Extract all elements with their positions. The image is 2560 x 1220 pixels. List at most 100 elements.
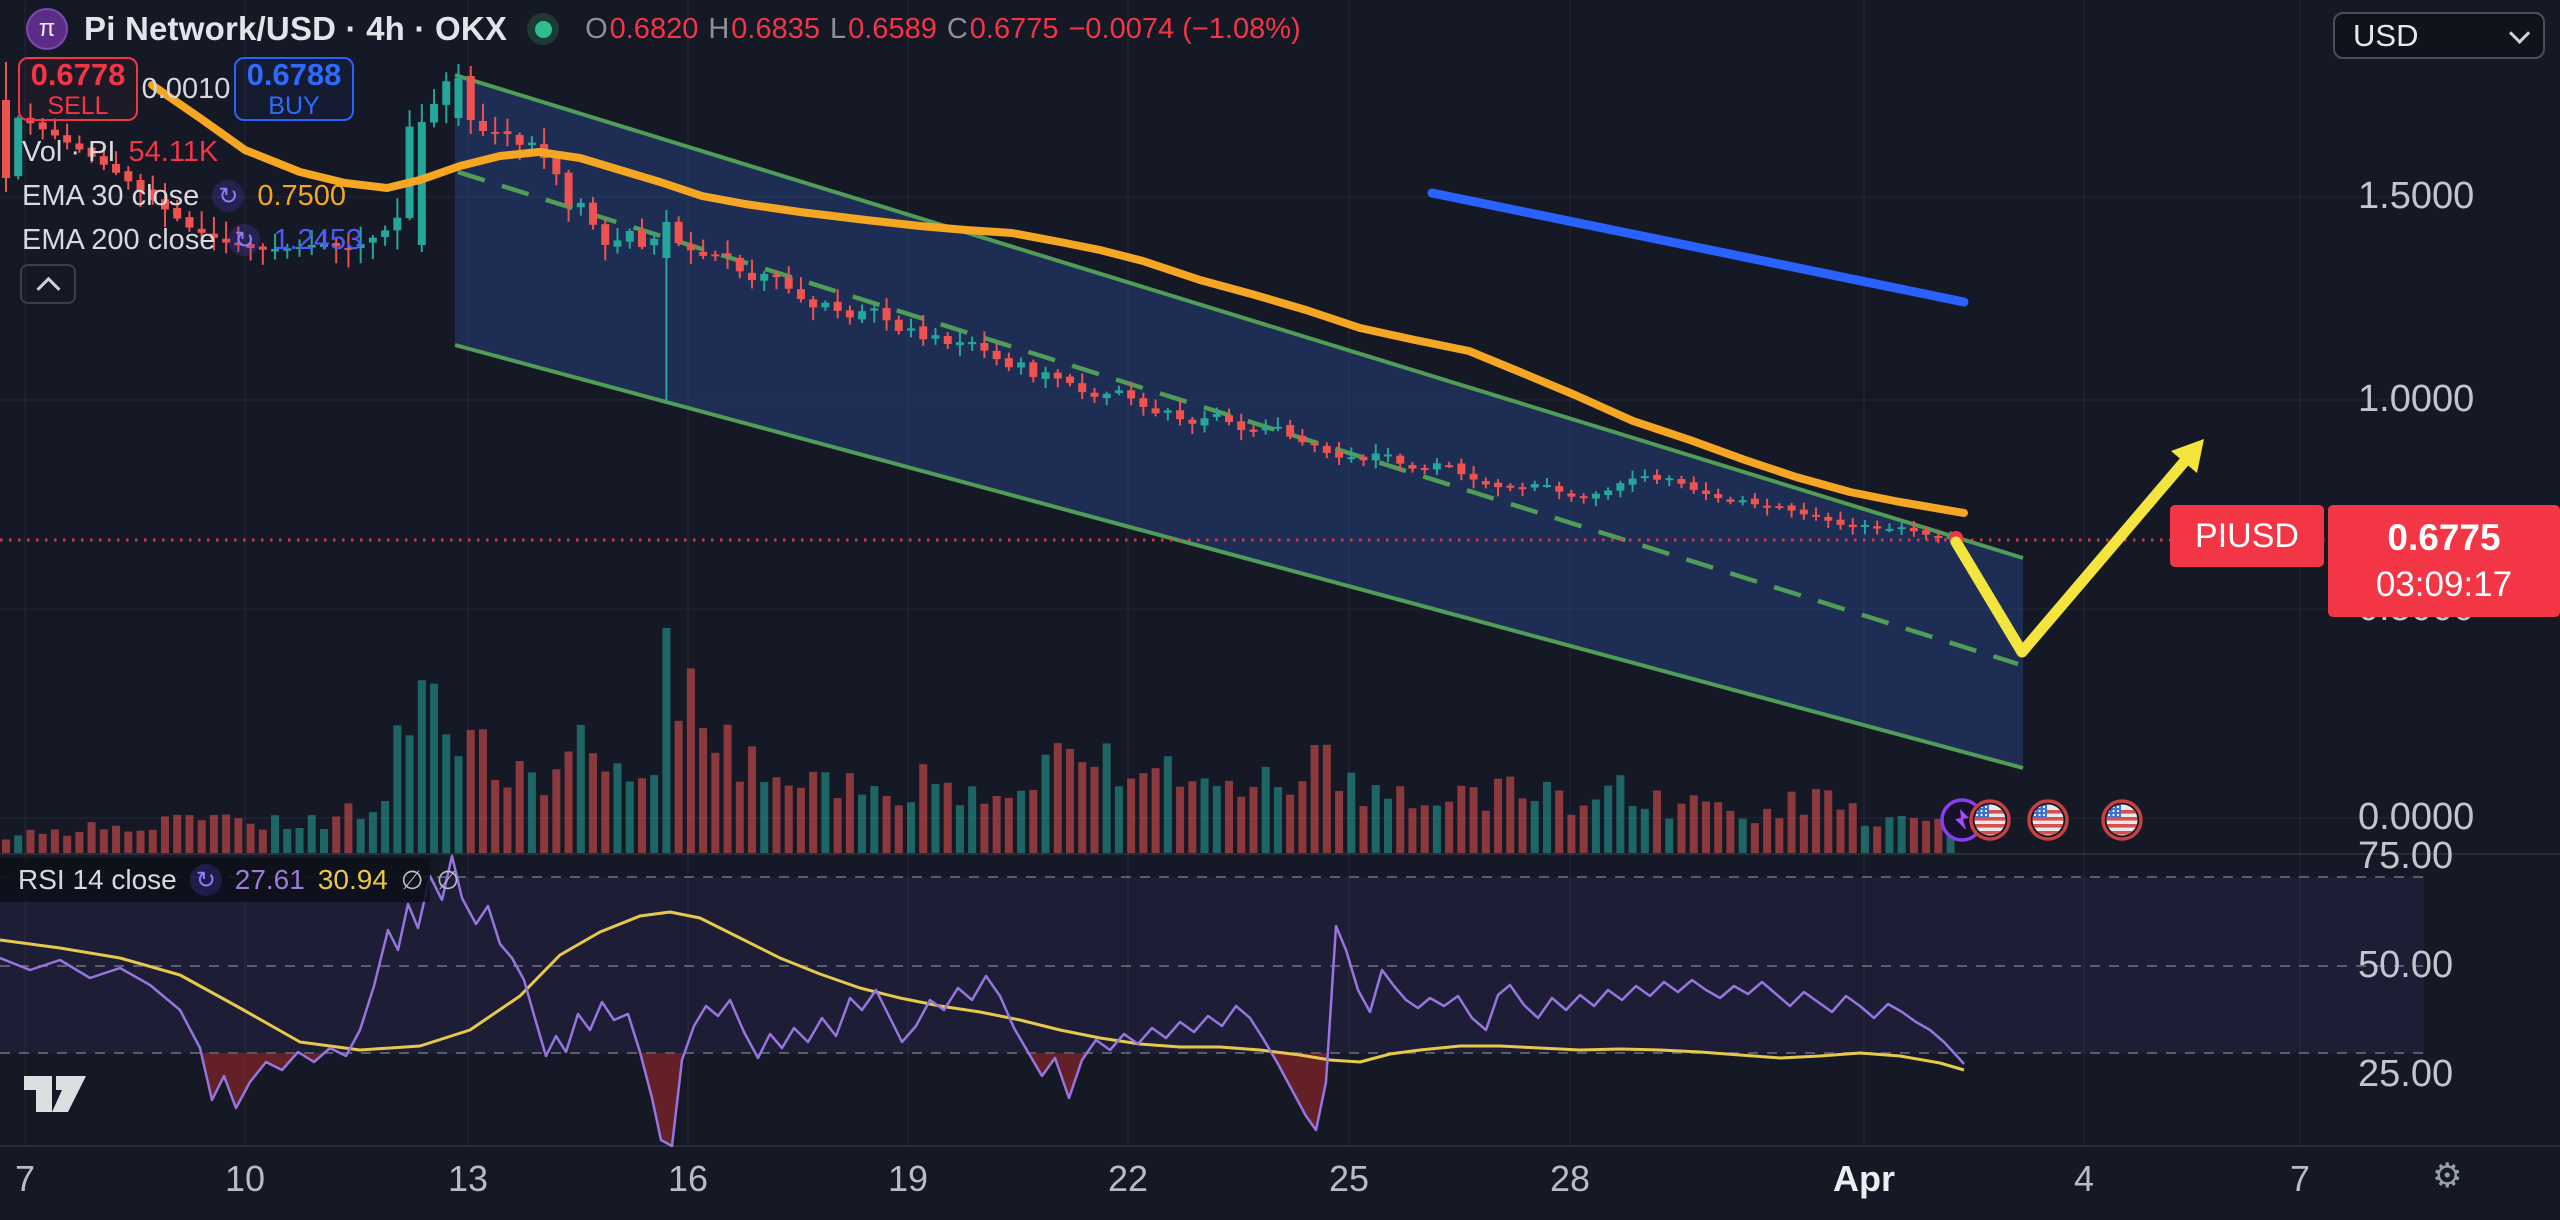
rsi-legend[interactable]: RSI 14 close ↻ 27.61 30.94 ∅ ∅ (18, 860, 459, 900)
time-axis-label[interactable]: 7 (2289, 1158, 2311, 1199)
time-axis-label[interactable]: 25 (1328, 1158, 1370, 1199)
price-axis-label[interactable]: 1.5000 (2358, 175, 2475, 217)
candle-body (1102, 393, 1111, 399)
candle-body (1408, 465, 1417, 469)
channel-bottom-line[interactable] (454, 343, 2024, 770)
candle-body (1799, 509, 1808, 515)
candle-body (1017, 362, 1026, 368)
volume-bar (968, 786, 977, 853)
sell-button[interactable]: 0.6778 SELL (18, 57, 138, 121)
projection-arrow-line[interactable] (1950, 456, 2190, 658)
candle-body (931, 335, 940, 339)
us-flag-event-icon[interactable] (1969, 799, 2011, 841)
candle-body (1151, 408, 1160, 414)
candle-body (772, 274, 781, 278)
chevron-up-icon (35, 276, 61, 301)
symbol-title[interactable]: Pi Network/USD · 4h · OKX (84, 10, 508, 47)
volume-bar (882, 795, 891, 853)
candle-body (784, 277, 793, 289)
candle-body (576, 202, 585, 208)
volume-bar (1763, 808, 1772, 853)
time-axis-label[interactable]: 4 (2073, 1158, 2095, 1199)
volume-bar (931, 783, 940, 853)
refresh-icon[interactable]: ↻ (212, 180, 245, 212)
volume-bar (1090, 766, 1099, 853)
channel-top-line[interactable] (454, 73, 2024, 560)
candle-body (1114, 390, 1123, 394)
us-flag-event-icon[interactable] (2101, 799, 2143, 841)
candle-body (1885, 528, 1894, 531)
pi-network-icon: π (26, 8, 68, 50)
candle-body (222, 238, 231, 243)
candle-body (1371, 453, 1380, 461)
candle-body (1322, 445, 1331, 453)
candle-body (503, 131, 512, 135)
volume-bar (870, 786, 879, 853)
currency-dropdown[interactable]: USD (2333, 12, 2545, 59)
volume-bar (637, 778, 646, 853)
ema200-line[interactable] (1427, 188, 1969, 307)
rsi-value: 27.61 (234, 864, 305, 895)
candle-body (601, 224, 610, 245)
volume-bar (833, 798, 842, 853)
candle-body (1665, 478, 1674, 481)
candle-body (1775, 506, 1784, 509)
time-axis-label[interactable]: 22 (1107, 1158, 1149, 1199)
time-axis-settings-icon[interactable]: ⚙ (2432, 1157, 2463, 1195)
candle-body (454, 78, 463, 118)
rsi-axis-label[interactable]: 50.00 (2358, 944, 2454, 986)
time-axis-label[interactable]: 13 (447, 1158, 489, 1199)
collapse-legend-button[interactable] (20, 264, 76, 304)
candle-body (1836, 519, 1845, 525)
rsi-axis-label[interactable]: 75.00 (2358, 835, 2454, 877)
candle-body (185, 217, 194, 228)
volume-bar (295, 828, 304, 853)
price-axis-label[interactable]: 0.0000 (2358, 796, 2475, 838)
time-axis-label[interactable]: 16 (667, 1158, 709, 1199)
buy-button[interactable]: 0.6788 BUY (234, 57, 354, 121)
ema30-line[interactable] (148, 81, 1968, 517)
volume-bar (332, 816, 341, 853)
volume-bar (601, 771, 610, 853)
refresh-icon[interactable]: ↻ (228, 224, 261, 256)
volume-bar (14, 835, 23, 853)
candle-body (723, 253, 732, 256)
price-axis-label[interactable]: 1.0000 (2358, 378, 2475, 420)
refresh-icon[interactable]: ↻ (189, 864, 222, 896)
time-axis-label[interactable]: 28 (1549, 1158, 1591, 1199)
us-flag-event-icon[interactable] (2027, 799, 2069, 841)
volume-bar (1481, 810, 1490, 853)
rsi-axis-label[interactable]: 25.00 (2358, 1053, 2454, 1095)
time-axis-label[interactable]: 10 (224, 1158, 266, 1199)
candle-body (1922, 530, 1931, 535)
time-axis-label[interactable]: Apr (1833, 1158, 1895, 1199)
candle-body (515, 134, 524, 145)
volume-legend[interactable]: Vol · PI 54.11K (22, 134, 218, 170)
volume-bar (1885, 817, 1894, 853)
volume-bar (527, 772, 536, 853)
candle-body (1738, 500, 1747, 503)
candle-body (63, 135, 72, 143)
volume-bar (442, 734, 451, 853)
ema30-legend[interactable]: EMA 30 close ↻ 0.7500 (22, 178, 346, 214)
volume-bar (1799, 814, 1808, 853)
volume-bar (515, 761, 524, 853)
ema200-legend[interactable]: EMA 200 close ↻ 1.2453 (22, 222, 362, 258)
time-axis-label[interactable]: 19 (887, 1158, 929, 1199)
volume-bar (1310, 745, 1319, 853)
candle-body (1787, 505, 1796, 511)
candle-body (1579, 496, 1588, 499)
candle-body (1053, 372, 1062, 379)
tradingview-logo[interactable] (24, 1076, 86, 1112)
time-axis-label[interactable]: 7 (14, 1158, 36, 1199)
volume-bar (2, 839, 10, 853)
volume-bar (50, 829, 59, 853)
volume-bar (1812, 789, 1821, 853)
candle-body (699, 251, 708, 256)
candle-body (283, 248, 292, 251)
last-price-countdown-box[interactable]: 0.6775 03:09:17 (2328, 505, 2560, 617)
candle-body (552, 158, 561, 175)
symbol-price-tag[interactable]: PIUSD (2170, 505, 2324, 567)
volume-bar (405, 735, 414, 853)
